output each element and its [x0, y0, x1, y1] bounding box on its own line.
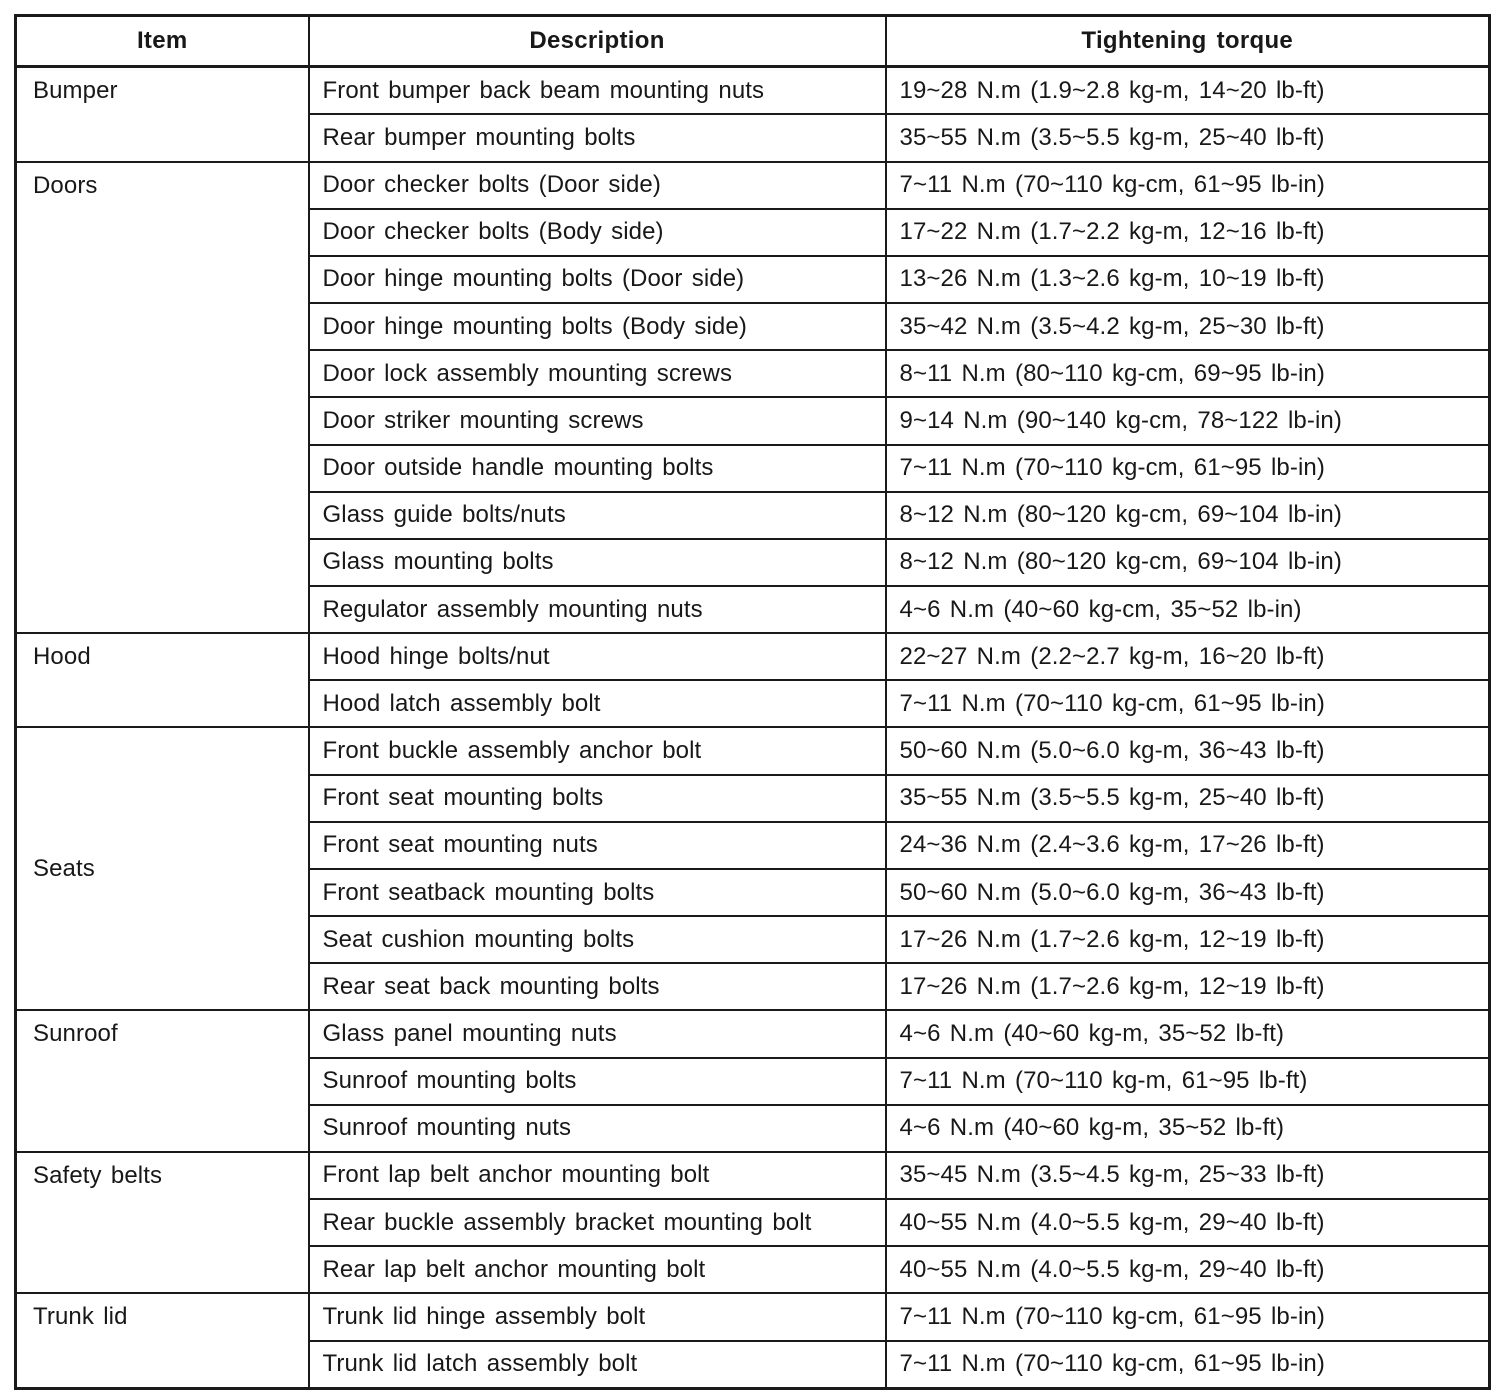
table-row: Door hinge mounting bolts (Door side) 13~…: [16, 254, 1491, 305]
description-cell: Door striker mounting screws: [307, 396, 887, 446]
table-row: Front seat mounting nuts 24~36 N.m (2.4~3…: [16, 820, 1491, 870]
description-cell: Front buckle assembly anchor bolt: [307, 726, 887, 776]
torque-cell: 7~11 N.m (70~110 kg-cm, 61~95 lb-in): [884, 160, 1491, 210]
table-body: Bumper Front bumper back beam mounting nu…: [14, 65, 1491, 1390]
torque-cell: 35~42 N.m (3.5~4.2 kg-m, 25~30 lb-ft): [884, 302, 1491, 352]
table-row: Hood latch assembly bolt 7~11 N.m (70~110…: [16, 679, 1491, 729]
table-row: Trunk lid Trunk lid hinge assembly bolt 7~…: [14, 1292, 1491, 1390]
table-row: Trunk lid latch assembly bolt 7~11 N.m (7…: [16, 1339, 1491, 1390]
torque-cell: 7~11 N.m (70~110 kg-cm, 61~95 lb-in): [884, 679, 1491, 729]
table-row: Seats Front buckle assembly anchor bolt 50…: [14, 726, 1491, 1012]
table-row: Door outside handle mounting bolts 7~11 N…: [16, 443, 1491, 493]
description-cell: Regulator assembly mounting nuts: [307, 584, 887, 635]
torque-cell: 7~11 N.m (70~110 kg-m, 61~95 lb-ft): [884, 1056, 1491, 1106]
table-row: Door checker bolts (Body side) 17~22 N.m …: [16, 207, 1491, 257]
item-cell: Safety belts: [14, 1150, 310, 1295]
torque-cell: 8~12 N.m (80~120 kg-cm, 69~104 lb-in): [884, 537, 1491, 588]
table-row: Front seat mounting bolts 35~55 N.m (3.5~…: [16, 773, 1491, 823]
torque-cell: 40~55 N.m (4.0~5.5 kg-m, 29~40 lb-ft): [884, 1198, 1491, 1248]
col-header-tightening-torque: Tightening torque: [884, 14, 1491, 68]
description-cell: Door checker bolts (Door side): [307, 160, 887, 210]
item-cell: Doors: [14, 160, 310, 635]
table-row: Rear buckle assembly bracket mounting bo…: [16, 1198, 1491, 1248]
header-row: Item Description Tightening torque: [14, 14, 1491, 68]
torque-cell: 19~28 N.m (1.9~2.8 kg-m, 14~20 lb-ft): [884, 65, 1491, 116]
table-row: Sunroof Glass panel mounting nuts 4~6 N.m …: [14, 1009, 1491, 1153]
description-cell: Rear lap belt anchor mounting bolt: [307, 1245, 887, 1295]
description-cell: Hood latch assembly bolt: [307, 679, 887, 729]
description-cell: Door hinge mounting bolts (Door side): [307, 254, 887, 305]
torque-cell: 7~11 N.m (70~110 kg-cm, 61~95 lb-in): [884, 1292, 1491, 1342]
description-cell: Sunroof mounting nuts: [307, 1103, 887, 1153]
table-row: Regulator assembly mounting nuts 4~6 N.m …: [16, 584, 1491, 635]
description-cell: Rear buckle assembly bracket mounting bo…: [307, 1198, 887, 1248]
table-row: Glass guide bolts/nuts 8~12 N.m (80~120 k…: [16, 490, 1491, 540]
description-cell: Front seat mounting bolts: [307, 773, 887, 823]
table-row: Doors Door checker bolts (Door side) 7~11 …: [14, 160, 1491, 635]
torque-cell: 7~11 N.m (70~110 kg-cm, 61~95 lb-in): [884, 1339, 1491, 1390]
torque-cell: 22~27 N.m (2.2~2.7 kg-m, 16~20 lb-ft): [884, 632, 1491, 682]
item-cell: Trunk lid: [14, 1292, 310, 1390]
torque-cell: 7~11 N.m (70~110 kg-cm, 61~95 lb-in): [884, 443, 1491, 493]
description-cell: Rear bumper mounting bolts: [307, 113, 887, 163]
table-row: Door striker mounting screws 9~14 N.m (90…: [16, 396, 1491, 446]
table-row: Door hinge mounting bolts (Body side) 35~…: [16, 302, 1491, 352]
table-row: Rear bumper mounting bolts 35~55 N.m (3.5…: [16, 113, 1491, 163]
item-cell: Hood: [14, 632, 310, 729]
torque-cell: 4~6 N.m (40~60 kg-m, 35~52 lb-ft): [884, 1009, 1491, 1059]
table-row: Front seatback mounting bolts 50~60 N.m (…: [16, 867, 1491, 918]
description-cell: Door checker bolts (Body side): [307, 207, 887, 257]
description-cell: Glass mounting bolts: [307, 537, 887, 588]
description-cell: Seat cushion mounting bolts: [307, 915, 887, 965]
torque-cell: 35~45 N.m (3.5~4.5 kg-m, 25~33 lb-ft): [884, 1150, 1491, 1201]
torque-cell: 17~26 N.m (1.7~2.6 kg-m, 12~19 lb-ft): [884, 915, 1491, 965]
description-cell: Rear seat back mounting bolts: [307, 962, 887, 1012]
col-header-description: Description: [307, 14, 887, 68]
item-cell: Seats: [14, 726, 310, 1012]
table-row: Hood Hood hinge bolts/nut 22~27 N.m (2.2~2…: [14, 632, 1491, 729]
description-cell: Glass guide bolts/nuts: [307, 490, 887, 540]
description-cell: Hood hinge bolts/nut: [307, 632, 887, 682]
table-header: Item Description Tightening torque: [14, 14, 1491, 68]
torque-cell: 9~14 N.m (90~140 kg-cm, 78~122 lb-in): [884, 396, 1491, 446]
torque-cell: 50~60 N.m (5.0~6.0 kg-m, 36~43 lb-ft): [884, 867, 1491, 918]
torque-cell: 50~60 N.m (5.0~6.0 kg-m, 36~43 lb-ft): [884, 726, 1491, 776]
description-cell: Door lock assembly mounting screws: [307, 349, 887, 399]
torque-cell: 40~55 N.m (4.0~5.5 kg-m, 29~40 lb-ft): [884, 1245, 1491, 1295]
description-cell: Trunk lid hinge assembly bolt: [307, 1292, 887, 1342]
col-header-item: Item: [14, 14, 310, 68]
item-cell: Bumper: [14, 65, 310, 163]
description-cell: Glass panel mounting nuts: [307, 1009, 887, 1059]
description-cell: Front lap belt anchor mounting bolt: [307, 1150, 887, 1201]
table-row: Seat cushion mounting bolts 17~26 N.m (1.…: [16, 915, 1491, 965]
description-cell: Door hinge mounting bolts (Body side): [307, 302, 887, 352]
table-row: Glass mounting bolts 8~12 N.m (80~120 kg-…: [16, 537, 1491, 588]
description-cell: Door outside handle mounting bolts: [307, 443, 887, 493]
table-row: Rear lap belt anchor mounting bolt 40~55 …: [16, 1245, 1491, 1295]
torque-cell: 4~6 N.m (40~60 kg-m, 35~52 lb-ft): [884, 1103, 1491, 1153]
description-cell: Front seat mounting nuts: [307, 820, 887, 870]
torque-cell: 8~12 N.m (80~120 kg-cm, 69~104 lb-in): [884, 490, 1491, 540]
torque-cell: 17~26 N.m (1.7~2.6 kg-m, 12~19 lb-ft): [884, 962, 1491, 1012]
table-row: Rear seat back mounting bolts 17~26 N.m (…: [16, 962, 1491, 1012]
torque-cell: 17~22 N.m (1.7~2.2 kg-m, 12~16 lb-ft): [884, 207, 1491, 257]
torque-cell: 13~26 N.m (1.3~2.6 kg-m, 10~19 lb-ft): [884, 254, 1491, 305]
description-cell: Sunroof mounting bolts: [307, 1056, 887, 1106]
torque-spec-table: Item Description Tightening torque Bumpe…: [14, 14, 1491, 1390]
table-row: Sunroof mounting bolts 7~11 N.m (70~110 k…: [16, 1056, 1491, 1106]
table-row: Door lock assembly mounting screws 8~11 N…: [16, 349, 1491, 399]
description-cell: Trunk lid latch assembly bolt: [307, 1339, 887, 1390]
table-row: Safety belts Front lap belt anchor mounti…: [14, 1150, 1491, 1295]
torque-cell: 4~6 N.m (40~60 kg-cm, 35~52 lb-in): [884, 584, 1491, 635]
torque-cell: 8~11 N.m (80~110 kg-cm, 69~95 lb-in): [884, 349, 1491, 399]
table-row: Bumper Front bumper back beam mounting nu…: [14, 65, 1491, 163]
table-row: Sunroof mounting nuts 4~6 N.m (40~60 kg-m…: [16, 1103, 1491, 1153]
item-cell: Sunroof: [14, 1009, 310, 1153]
torque-cell: 35~55 N.m (3.5~5.5 kg-m, 25~40 lb-ft): [884, 773, 1491, 823]
description-cell: Front bumper back beam mounting nuts: [307, 65, 887, 116]
torque-cell: 24~36 N.m (2.4~3.6 kg-m, 17~26 lb-ft): [884, 820, 1491, 870]
torque-cell: 35~55 N.m (3.5~5.5 kg-m, 25~40 lb-ft): [884, 113, 1491, 163]
description-cell: Front seatback mounting bolts: [307, 867, 887, 918]
